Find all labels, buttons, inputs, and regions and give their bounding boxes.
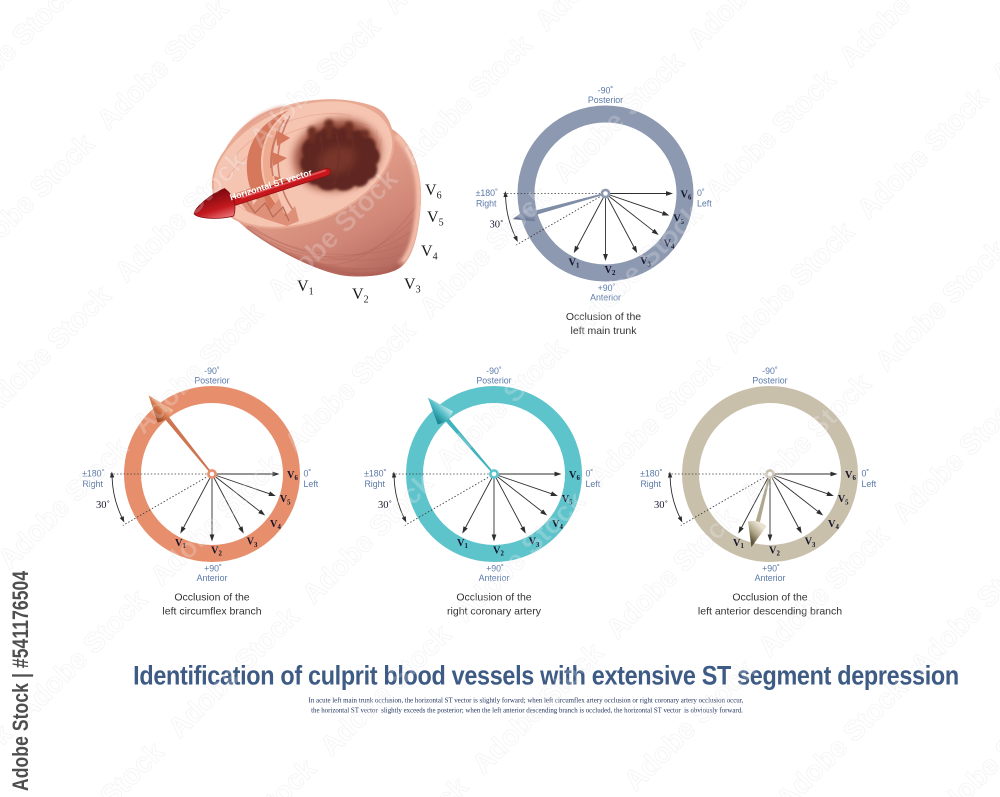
svg-text:left main trunk: left main trunk — [571, 325, 638, 337]
svg-text:V6: V6 — [425, 182, 442, 202]
svg-text:Adobe Stock: Adobe Stock — [699, 64, 842, 207]
svg-text:Adobe Stock: Adobe Stock — [869, 234, 1000, 377]
svg-text:Adobe Stock: Adobe Stock — [681, 0, 824, 55]
svg-text:right coronary artery: right coronary artery — [447, 605, 542, 617]
svg-text:Adobe Stock: Adobe Stock — [529, 0, 672, 37]
svg-text:Identification of culprit bloo: Identification of culprit blood vessels … — [133, 661, 959, 691]
svg-text:Occlusion of the: Occlusion of the — [456, 591, 531, 603]
svg-text:Adobe Stock: Adobe Stock — [27, 736, 170, 797]
svg-text:Adobe Stock: Adobe Stock — [0, 0, 82, 119]
svg-text:left circumflex branch: left circumflex branch — [162, 605, 261, 617]
svg-text:Occlusion of the: Occlusion of the — [732, 591, 807, 603]
svg-text:V2: V2 — [352, 286, 369, 306]
svg-text:Adobe Stock: Adobe Stock — [922, 690, 1000, 797]
svg-text:Adobe Stock: Adobe Stock — [126, 297, 269, 440]
svg-text:Adobe Stock: Adobe Stock — [0, 280, 117, 423]
svg-text:Adobe Stock: Adobe Stock — [0, 432, 135, 575]
svg-text:the horizontal ST vector slig: the horizontal ST vector slightly exceed… — [311, 708, 743, 715]
svg-text:Adobe Stock: Adobe Stock — [179, 753, 322, 797]
svg-text:Adobe Stock: Adobe Stock — [395, 29, 538, 172]
svg-text:Occlusion of the: Occlusion of the — [566, 311, 641, 323]
svg-text:Adobe Stock: Adobe Stock — [851, 82, 994, 225]
svg-text:Adobe Stock: Adobe Stock — [91, 0, 234, 136]
svg-text:Adobe Stock: Adobe Stock — [717, 216, 860, 359]
svg-text:Adobe Stock: Adobe Stock — [377, 0, 520, 20]
svg-text:Adobe Stock: Adobe Stock — [0, 128, 100, 271]
svg-text:Adobe Stock: Adobe Stock — [331, 771, 474, 797]
svg-text:Occlusion of the: Occlusion of the — [174, 591, 249, 603]
svg-text:V4: V4 — [421, 243, 438, 263]
svg-text:Adobe Stock: Adobe Stock — [600, 502, 743, 645]
svg-text:In acute left main trunk occlu: In acute left main trunk occlusion, the … — [309, 698, 744, 705]
svg-text:V3: V3 — [404, 276, 421, 296]
svg-text:Adobe Stock: Adobe Stock — [904, 538, 1000, 681]
svg-text:Adobe Stock | #541176504: Adobe Stock | #541176504 — [9, 571, 33, 791]
svg-text:V5: V5 — [427, 209, 444, 229]
svg-text:Adobe Stock: Adobe Stock — [833, 0, 976, 73]
svg-text:Adobe Stock: Adobe Stock — [278, 315, 421, 458]
svg-text:Adobe Stock: Adobe Stock — [886, 386, 1000, 529]
svg-text:Adobe Stock: Adobe Stock — [0, 566, 1, 709]
svg-text:left anterior descending branc: left anterior descending branch — [698, 605, 842, 617]
svg-text:Adobe Stock: Adobe Stock — [985, 0, 1000, 90]
